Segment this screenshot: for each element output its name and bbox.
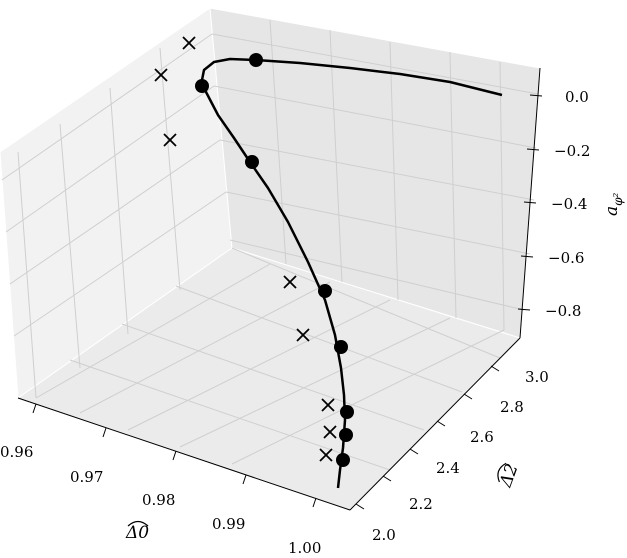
y-axis-label: Δ2 <box>496 461 523 490</box>
x-tick-096 <box>32 403 37 414</box>
x-tick-label-098: 0.98 <box>142 491 175 509</box>
y-tick-label-28: 2.8 <box>500 398 524 416</box>
x-marker <box>283 275 297 289</box>
gridline <box>1 33 213 181</box>
x-tick-label-099: 0.99 <box>212 515 245 533</box>
x-marker <box>323 425 337 439</box>
x-ticks <box>32 403 317 508</box>
y-tick-label-22: 2.2 <box>409 495 433 513</box>
x-axis-label-text: Δ0 <box>125 523 149 543</box>
gridline <box>127 299 391 431</box>
z-ticks <box>517 94 543 311</box>
y-tick-30 <box>490 365 500 372</box>
x-marker <box>321 398 335 412</box>
z-tick-m06 <box>520 255 534 258</box>
gridline <box>79 281 331 414</box>
y-axis-label-hat <box>497 462 507 483</box>
x-tick-label-100: 1.00 <box>288 539 321 557</box>
circle-marker <box>318 284 332 298</box>
y-ticks <box>355 365 500 510</box>
x-marker-stroke <box>296 328 310 342</box>
gridline <box>13 191 227 337</box>
z-tick-label-m04: −0.4 <box>551 195 587 213</box>
x-marker-stroke <box>321 398 335 412</box>
x-marker-stroke <box>154 68 168 82</box>
z-axis-label-sub: φ² <box>611 192 625 205</box>
gridline <box>175 285 463 393</box>
gridline <box>329 29 343 283</box>
circle-marker <box>249 53 263 67</box>
x-marker <box>319 448 333 462</box>
gridline <box>231 247 501 359</box>
circle-marker <box>336 453 350 467</box>
circle-marker <box>340 405 354 419</box>
z-tick-m08 <box>517 308 531 311</box>
x-axis-line <box>17 397 351 511</box>
svg-text:aφ²: aφ² <box>602 192 625 216</box>
x-tick-098 <box>172 450 177 461</box>
circle-marker <box>334 340 348 354</box>
x-tick-099 <box>242 474 247 485</box>
x-axis-label: Δ0 <box>125 520 149 543</box>
y-tick-label-20: 2.0 <box>372 526 396 544</box>
gridline <box>211 33 539 95</box>
z-tick-label-m02: −0.2 <box>554 142 590 160</box>
x-tick-label-097: 0.97 <box>70 468 103 486</box>
gridline <box>109 87 129 335</box>
z-tick-label-00: 0.0 <box>565 88 589 106</box>
y-tick-26 <box>436 420 446 427</box>
y-tick-label-26: 2.6 <box>470 428 494 446</box>
gridline <box>69 359 391 471</box>
y-tick-24 <box>409 448 419 455</box>
gridline <box>35 263 271 399</box>
gridline <box>17 151 37 399</box>
circle-marker <box>339 428 353 442</box>
gridline <box>9 139 221 285</box>
z-tick-m02 <box>526 148 540 151</box>
z-tick-m04 <box>523 201 537 204</box>
circle-marker <box>245 155 259 169</box>
x-tick-label-096: 0.96 <box>0 443 33 461</box>
fit-curve <box>200 57 503 489</box>
x-marker-stroke <box>182 36 196 50</box>
x-tick-100 <box>312 497 317 508</box>
gridline <box>121 323 425 431</box>
z-tick-label-m06: −0.6 <box>548 249 584 267</box>
gridline <box>229 239 525 311</box>
x-marker <box>154 68 168 82</box>
y-tick-28 <box>463 393 473 400</box>
gridline <box>59 123 81 369</box>
gridline <box>389 41 399 301</box>
plot-layer <box>154 36 503 489</box>
z-tick-00 <box>529 94 543 97</box>
x-marker-stroke <box>319 448 333 462</box>
y-tick-20 <box>355 503 365 510</box>
x-marker-stroke <box>283 275 297 289</box>
y-tick-22 <box>382 475 392 482</box>
x-marker <box>163 133 177 147</box>
y-axis-label-text: Δ2 <box>496 461 523 490</box>
gridline <box>499 61 505 331</box>
z-tick-label-m08: −0.8 <box>545 302 581 320</box>
x-tick-097 <box>102 427 107 438</box>
x-axis-label-hat <box>127 520 149 527</box>
gridline <box>159 47 181 291</box>
z-axis-label-text: a <box>602 206 622 216</box>
gridline <box>179 317 451 448</box>
circle-marker <box>195 79 209 93</box>
gridline <box>231 329 505 465</box>
gridline <box>213 85 537 149</box>
gridline <box>219 139 535 201</box>
gridline <box>5 85 215 233</box>
x-marker-stroke <box>163 133 177 147</box>
y-tick-label-24: 2.4 <box>436 459 460 477</box>
z-axis-label: aφ² <box>602 192 625 216</box>
x-marker-stroke <box>323 425 337 439</box>
x-marker <box>182 36 196 50</box>
x-marker <box>296 328 310 342</box>
y-tick-label-30: 3.0 <box>525 368 549 386</box>
